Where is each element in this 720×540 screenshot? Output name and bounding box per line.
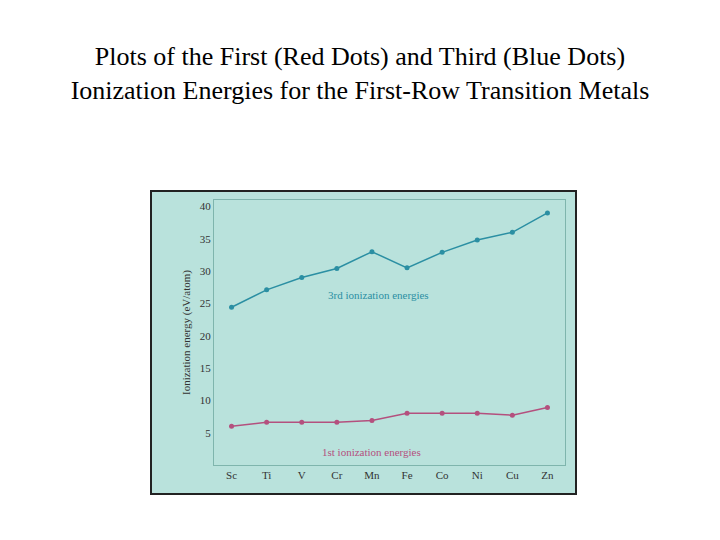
svg-text:40: 40	[200, 200, 212, 212]
html-text:Plots of the First (Red Dots): Plots of the First (Red Dots) and Third …	[70, 42, 650, 105]
svg-text:3rd ionization energies: 3rd ionization energies	[328, 289, 429, 301]
svg-text:10: 10	[200, 394, 212, 406]
svg-text:Ionization energy (eV/atom): Ionization energy (eV/atom)	[180, 270, 193, 395]
svg-text:30: 30	[200, 265, 212, 277]
svg-text:Zn: Zn	[541, 469, 554, 481]
svg-text:Sc: Sc	[226, 469, 237, 481]
svg-text:1st ionization energies: 1st ionization energies	[322, 446, 421, 458]
svg-text:20: 20	[200, 330, 212, 342]
svg-text:Co: Co	[436, 469, 449, 481]
svg-text:Cu: Cu	[506, 469, 519, 481]
svg-text:Cr: Cr	[331, 469, 342, 481]
svg-text:35: 35	[200, 233, 212, 245]
svg-text:25: 25	[200, 297, 212, 309]
svg-text:Ti: Ti	[262, 469, 271, 481]
svg-text:V: V	[298, 469, 306, 481]
svg-text:15: 15	[200, 362, 212, 374]
svg-text:Fe: Fe	[402, 469, 413, 481]
svg-text:Mn: Mn	[364, 469, 380, 481]
svg-text:5: 5	[205, 427, 211, 439]
svg-text:Ni: Ni	[472, 469, 483, 481]
